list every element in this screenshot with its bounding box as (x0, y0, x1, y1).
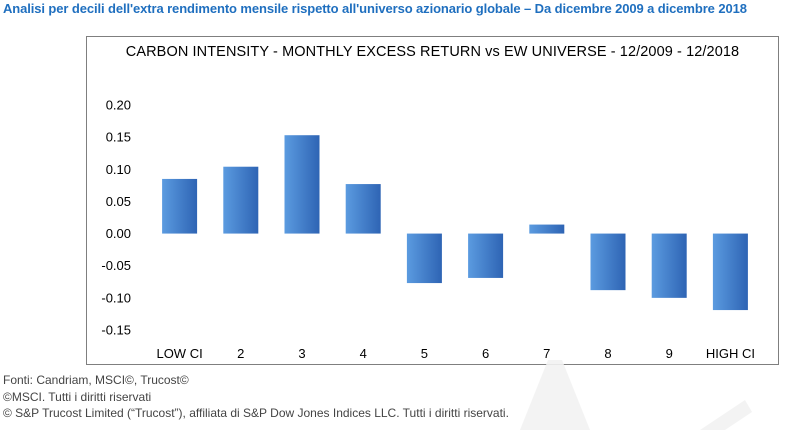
chart-title: CARBON INTENSITY - MONTHLY EXCESS RETURN… (125, 44, 740, 60)
source-line: Fonti: Candriam, MSCI©, Trucost© (3, 373, 189, 387)
copyright-trucost: © S&P Trucost Limited (“Trucost”), affil… (3, 406, 509, 420)
y-tick-label: 0.15 (106, 130, 131, 145)
bar (712, 233, 748, 311)
source-notes: Fonti: Candriam, MSCI©, Trucost© ©MSCI. … (3, 372, 509, 422)
bar (651, 233, 687, 298)
copyright-msci: ©MSCI. Tutti i diritti riservati (3, 389, 152, 404)
x-tick-label: 2 (237, 346, 244, 361)
x-tick-label: 9 (666, 346, 673, 361)
y-tick-label: -0.15 (101, 323, 131, 338)
bar (529, 224, 565, 234)
x-tick-label: 4 (360, 346, 367, 361)
x-tick-label: LOW CI (156, 346, 202, 361)
bar (345, 184, 381, 234)
bar (590, 233, 626, 291)
x-tick-label: 8 (604, 346, 611, 361)
bar-series (162, 135, 748, 311)
x-tick-label: HIGH CI (706, 346, 755, 361)
y-tick-label: -0.05 (101, 258, 131, 273)
bar (468, 233, 504, 278)
chart-container: CARBON INTENSITY - MONTHLY EXCESS RETURN… (86, 36, 779, 365)
x-tick-label: 3 (298, 346, 305, 361)
bar (284, 135, 320, 234)
report-headline: Analisi per decili dell'extra rendimento… (3, 1, 747, 16)
y-tick-label: 0.10 (106, 162, 131, 177)
x-axis: LOW CI 2 3 4 5 6 7 8 9 HIGH CI (156, 346, 754, 361)
bar (406, 233, 442, 284)
y-tick-label: 0.00 (106, 226, 131, 241)
y-tick-label: 0.05 (106, 194, 131, 209)
bar (162, 178, 198, 234)
x-tick-label: 7 (543, 346, 550, 361)
bar (223, 166, 259, 234)
y-tick-label: -0.10 (101, 290, 131, 305)
x-tick-label: 5 (421, 346, 428, 361)
y-axis: 0.20 0.15 0.10 0.05 0.00 -0.05 -0.10 -0.15 (101, 98, 131, 338)
bar-chart: 0.20 0.15 0.10 0.05 0.00 -0.05 -0.10 -0.15 LOW … (101, 98, 755, 362)
x-tick-label: 6 (482, 346, 489, 361)
y-tick-label: 0.20 (106, 98, 131, 113)
